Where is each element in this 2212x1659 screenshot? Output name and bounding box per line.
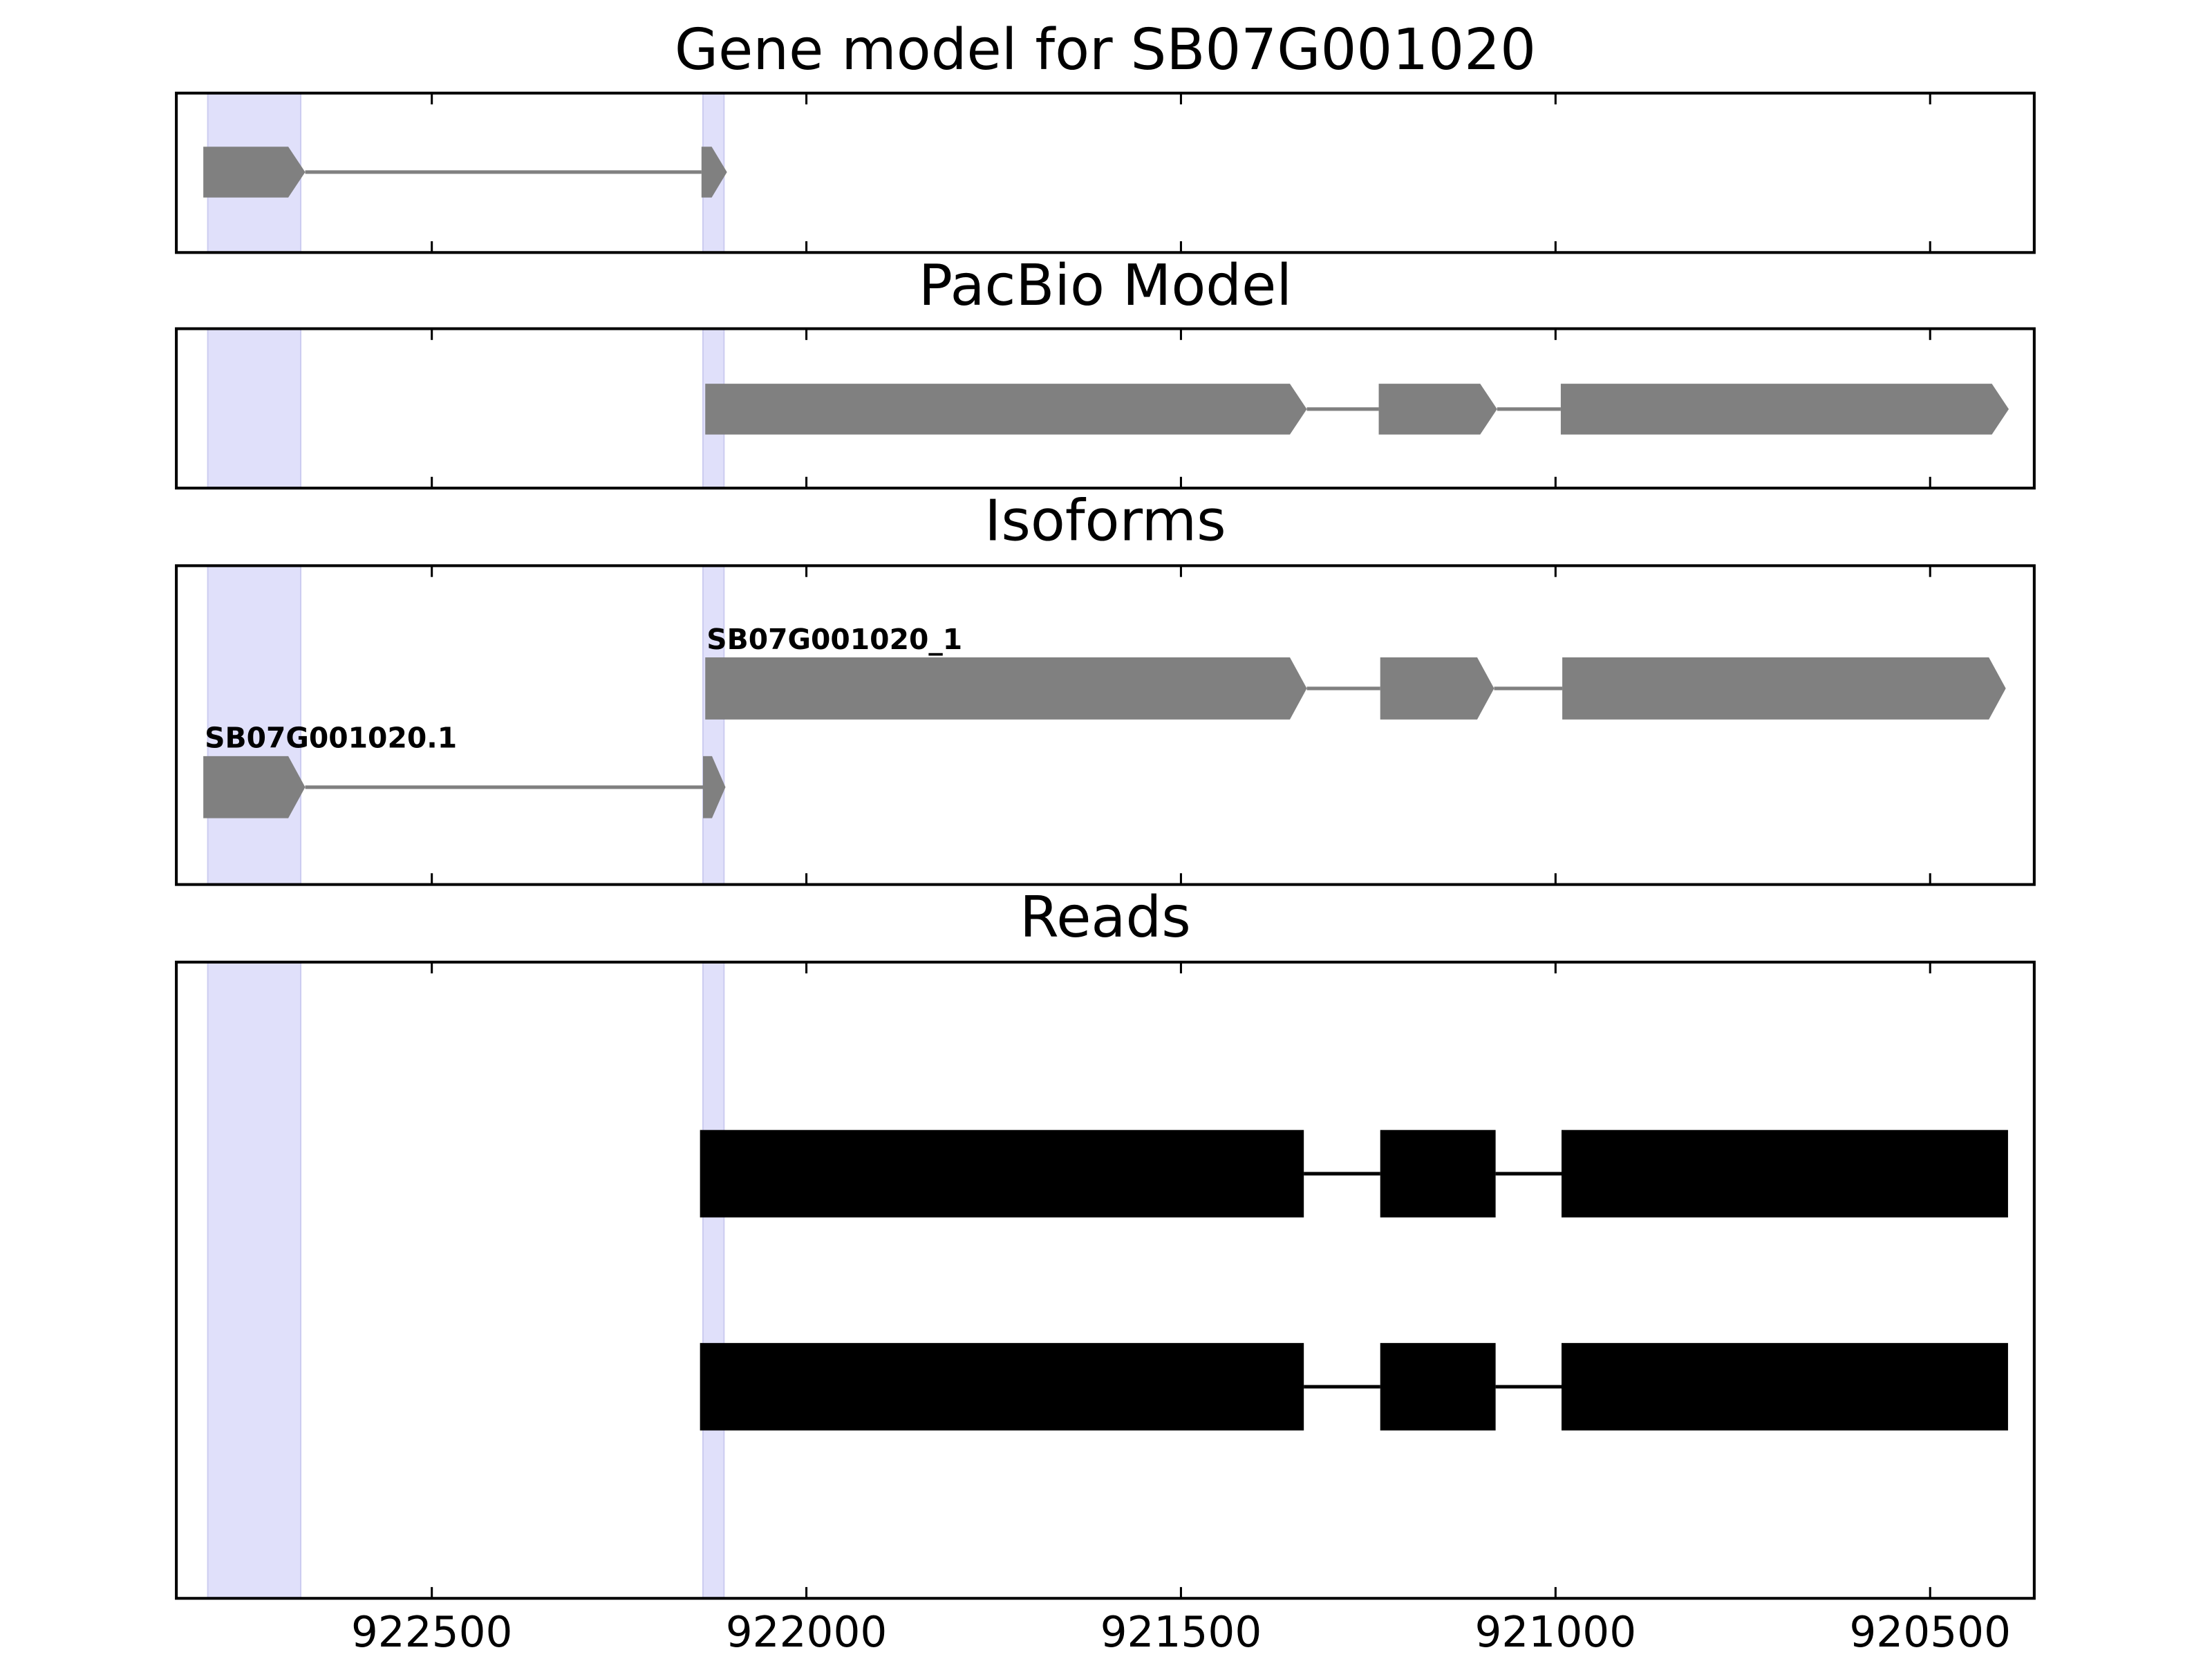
panel-frame [175, 960, 2036, 1600]
exon [701, 147, 727, 198]
highlight [207, 328, 302, 489]
exon [203, 756, 306, 818]
x-tick-label: 922500 [351, 1608, 513, 1657]
exon [1561, 1342, 2008, 1431]
panel-frame [175, 327, 2036, 490]
x-tick-label: 920500 [1849, 1608, 2011, 1657]
exon [705, 384, 1307, 435]
panel-title: Isoforms [984, 489, 1226, 554]
panel-title: Reads [1020, 885, 1191, 950]
highlight [207, 565, 302, 885]
panel-frame [175, 91, 2036, 254]
exon [700, 1130, 1304, 1218]
exon [1561, 1130, 2008, 1218]
highlight [702, 565, 725, 885]
exon [700, 1342, 1304, 1431]
highlight [702, 961, 725, 1600]
x-tick-label: 921500 [1100, 1608, 1262, 1657]
panel-title: PacBio Model [919, 253, 1292, 319]
highlight [207, 961, 302, 1600]
panel-title: Gene model for SB07G001020 [675, 17, 1536, 83]
exon [203, 147, 306, 198]
exon [705, 657, 1307, 720]
exon [702, 756, 726, 818]
x-tick-label: 921000 [1474, 1608, 1636, 1657]
exon [1378, 384, 1497, 435]
exon [1562, 657, 2006, 720]
isoform-label: SB07G001020.1 [205, 722, 457, 755]
exon [1380, 1342, 1496, 1431]
exon [1380, 1130, 1496, 1218]
exon [1560, 384, 2009, 435]
panel-frame [175, 564, 2036, 886]
exon [1380, 657, 1494, 720]
x-tick-label: 922000 [726, 1608, 888, 1657]
isoform-label: SB07G001020_1 [706, 623, 962, 656]
